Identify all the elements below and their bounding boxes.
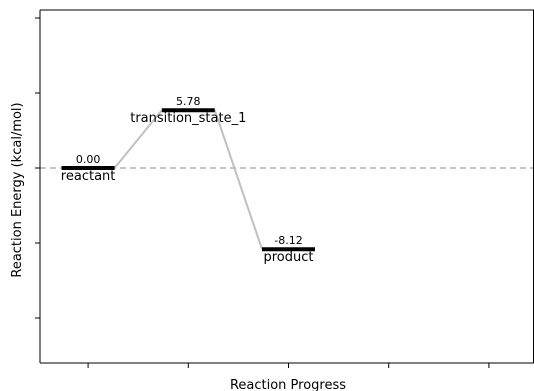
connector-line-1 [113, 109, 163, 169]
energy-value-label-reactant: 0.00 [76, 153, 101, 166]
y-axis-title: Reaction Energy (kcal/mol) [10, 102, 25, 277]
labels-layer: 0.00 reactant 5.78 transition_state_1 -8.12 p… [61, 95, 314, 265]
energy-value-label-product: -8.12 [274, 234, 302, 247]
connector-line-2 [213, 109, 263, 250]
state-name-label-transition_state_1: transition_state_1 [130, 111, 246, 126]
x-axis-title: Reaction Progress [230, 378, 346, 391]
ticks-layer [35, 17, 490, 368]
axes-layer [39, 9, 534, 364]
energy-value-label-transition_state_1: 5.78 [176, 95, 201, 108]
state-name-label-product: product [263, 250, 313, 265]
connector-layer [113, 109, 263, 250]
energy-level-layer [61, 108, 316, 252]
state-name-label-reactant: reactant [61, 169, 116, 184]
